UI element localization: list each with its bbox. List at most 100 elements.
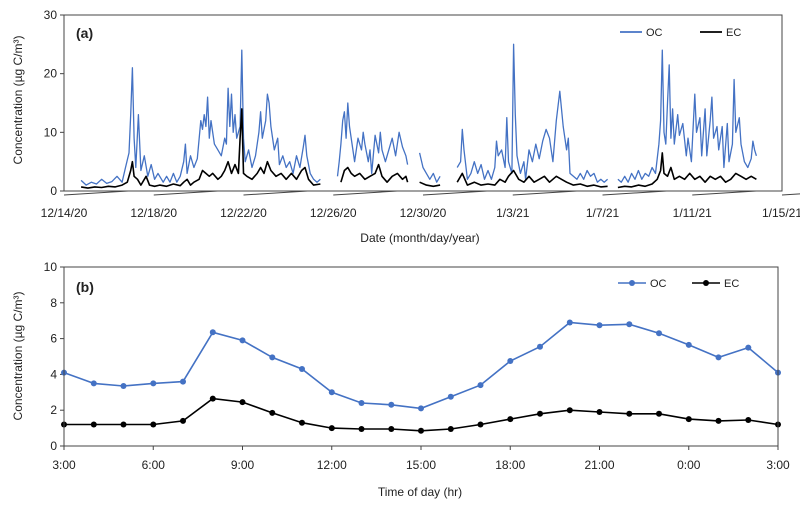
panel-b-xtick-label: 12:00: [317, 458, 347, 472]
panel-b-series-ec-point: [745, 417, 752, 423]
panel-b-xtick-label: 9:00: [231, 458, 255, 472]
panel-b-ytick-label: 0: [50, 439, 57, 453]
panel-a-xtick-label: 1/3/21: [496, 206, 530, 220]
panel-b-series-oc-point: [269, 354, 276, 361]
panel-b-ytick-label: 8: [50, 296, 57, 310]
panel-b-series-oc-point: [685, 341, 692, 348]
panel-b-xtick-label: 21:00: [584, 458, 614, 472]
panel-b-series-ec-point: [358, 426, 365, 432]
panel-b-series-oc-point: [150, 380, 157, 387]
panel-b-series-ec-point: [239, 399, 246, 406]
panel-b-series-oc-point: [596, 322, 603, 329]
panel-b-series-ec-point: [150, 421, 157, 428]
panel-b-series-ec-point: [656, 410, 662, 417]
panel-a-plot-frame: [63, 14, 783, 192]
panel-b-series-ec-point: [180, 417, 186, 424]
panel-b-series-oc-point: [507, 358, 514, 364]
panel-a-series-oc-segment: [456, 43, 609, 183]
panel-a-xtick-label: 12/26/20: [310, 206, 357, 220]
panel-a-xtick-label: 12/18/20: [130, 206, 177, 220]
panel-a-ytick-label: 20: [44, 67, 58, 81]
panel-b-series-ec-point: [269, 409, 276, 416]
panel-a-label: (a): [76, 25, 93, 41]
panel-a-legend: OC EC: [620, 27, 741, 39]
panel-a-xtick-label: 1/7/21: [586, 206, 620, 220]
panel-a-series-oc-segment: [80, 49, 321, 186]
panel-b-ytick-label: 10: [44, 260, 58, 274]
panel-a-xtick-mark: [781, 193, 800, 196]
panel-a-y-ticks: 0 10 20 30: [44, 8, 64, 198]
panel-b-series-ec-point: [715, 417, 722, 424]
legend-a-ec-label: EC: [726, 27, 741, 39]
panel-b-series-ec-point: [477, 421, 484, 428]
panel-b-ytick-label: 2: [50, 403, 57, 417]
panel-a-xtick-label: 12/22/20: [220, 206, 267, 220]
panel-b: (b) Concentration (µg C/m³) Time of day …: [11, 260, 790, 499]
panel-b-series-oc-point: [388, 401, 395, 408]
panel-a-xtick-label: 1/11/21: [673, 206, 712, 220]
panel-a-xtick-mark: [243, 190, 308, 196]
panel-a-lines: [80, 43, 758, 189]
panel-b-series-oc-point: [715, 354, 722, 361]
panel-a-xtick-label: 12/30/20: [400, 206, 447, 220]
legend-b-ec-label: EC: [724, 278, 739, 290]
panel-b-xtick-label: 0:00: [677, 458, 701, 472]
panel-a-xtick-mark: [63, 190, 129, 196]
panel-a-xtick-mark: [153, 190, 218, 196]
panel-a-series-oc-segment: [617, 49, 758, 183]
panel-b-series-ec-point: [388, 426, 395, 432]
panel-b-series-ec-point: [418, 427, 424, 434]
panel-b-xtick-label: 6:00: [142, 458, 166, 472]
panel-a-xtick-label: 1/15/21: [762, 206, 800, 220]
panel-b-legend: OC EC: [618, 278, 739, 290]
panel-b-label: (b): [76, 279, 94, 295]
panel-b-xtick-label: 18:00: [495, 458, 525, 472]
panel-b-ytick-label: 4: [50, 367, 57, 381]
panel-b-plot-frame: [63, 266, 779, 447]
legend-b-oc-label: OC: [650, 278, 667, 290]
panel-a: (a) Concentration (µg C/m³) Date (month/…: [11, 8, 800, 245]
panel-b-series-oc-point: [537, 343, 543, 350]
panel-b-xtick-label: 3:00: [766, 458, 790, 472]
panel-b-lines: [61, 319, 781, 434]
panel-b-series-oc-point: [120, 383, 127, 389]
panel-b-series-ec-point: [626, 410, 633, 417]
panel-b-series-oc-point: [656, 330, 662, 337]
panel-b-series-ec-point: [209, 395, 216, 402]
panel-b-ytick-label: 6: [50, 332, 57, 346]
panel-b-series-ec-point: [90, 421, 97, 428]
panel-b-series-ec-point: [685, 416, 692, 423]
panel-b-series-ec-point: [596, 409, 603, 415]
panel-b-series-oc-point: [447, 393, 454, 400]
panel-a-xtick-mark: [602, 190, 667, 196]
panel-b-series-oc-point: [90, 380, 97, 387]
panel-b-series-oc-point: [566, 319, 573, 326]
panel-a-ytick-label: 30: [44, 8, 58, 22]
panel-b-series-oc-point: [239, 337, 246, 344]
panel-a-xtick-label: 12/14/20: [41, 206, 88, 220]
panel-b-ylabel: Concentration (µg C/m³): [11, 292, 25, 421]
panel-b-xtick-label: 3:00: [52, 458, 76, 472]
panel-b-series-ec-point: [537, 410, 543, 417]
panel-b-series-ec-line: [64, 397, 779, 432]
panel-b-xtick-label: 15:00: [406, 458, 436, 472]
panel-b-series-ec-point: [120, 421, 127, 428]
panel-a-xtick-mark: [512, 190, 577, 196]
panel-a-series-ec-segment: [617, 152, 757, 189]
panel-b-series-oc-point: [209, 329, 216, 336]
panel-b-series-oc-point: [358, 400, 365, 406]
panel-b-series-oc-point: [745, 344, 752, 351]
panel-a-xlabel: Date (month/day/year): [360, 231, 479, 245]
panel-b-y-ticks: 0 2 4 6 8 10: [44, 260, 64, 453]
panel-a-series-oc-segment: [336, 102, 409, 177]
panel-b-series-oc-point: [299, 366, 305, 372]
panel-b-series-oc-point: [180, 378, 186, 385]
legend-a-oc-label: OC: [646, 27, 663, 39]
panel-b-series-ec-point: [566, 407, 573, 414]
panel-a-ytick-label: 0: [50, 184, 57, 198]
panel-b-series-oc-point: [418, 405, 424, 412]
panel-b-series-oc-line: [63, 321, 779, 410]
panel-a-series-ec-segment: [340, 163, 409, 183]
